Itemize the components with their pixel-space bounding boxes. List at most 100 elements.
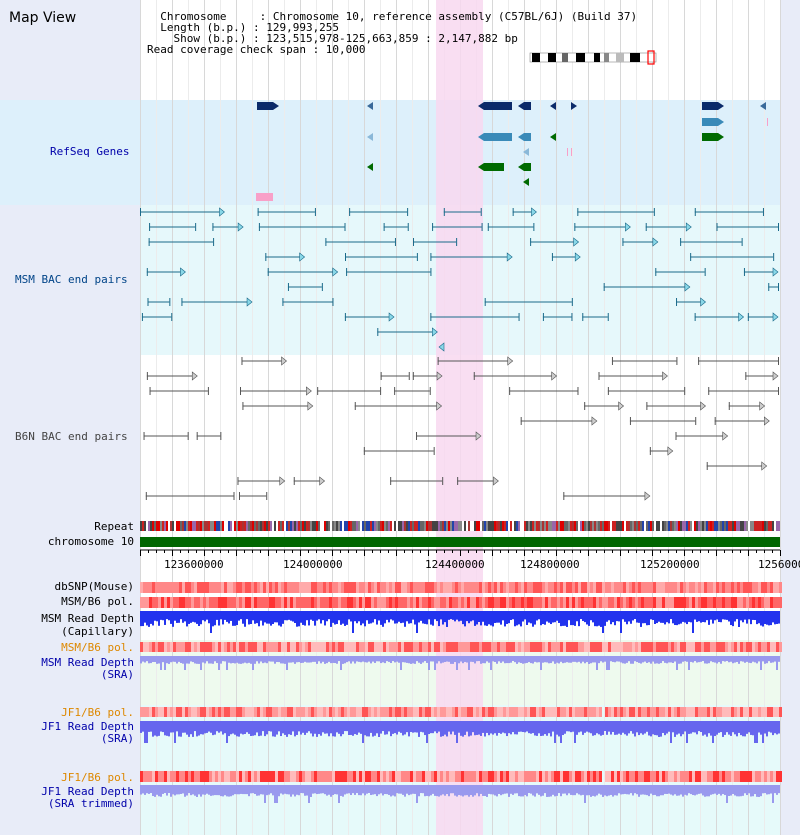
bac-end-pair[interactable] [317,387,382,395]
bac-end-pair[interactable] [349,208,409,216]
bac-end-pair[interactable] [140,207,225,217]
refseq-genes[interactable] [256,102,768,201]
bac-end-pair[interactable] [676,297,707,307]
bac-end-pair[interactable] [584,401,625,411]
bac-end-pair[interactable] [394,387,431,395]
bac-end-pair[interactable] [239,492,268,500]
bac-end-pair[interactable] [437,356,514,366]
bac-end-pair[interactable] [212,222,244,232]
bac-end-pair[interactable] [680,238,743,246]
bac-end-pair[interactable] [598,371,668,381]
bac-end-pair[interactable] [706,461,768,471]
bac-end-pair[interactable] [196,432,222,440]
bac-end-pair[interactable] [354,401,443,411]
bac-end-pair[interactable] [484,298,573,306]
bac-end-pair[interactable] [487,223,535,231]
bac-end-pair[interactable] [143,432,189,440]
bac-end-pair[interactable] [563,491,651,501]
bac-end-pair[interactable] [257,208,316,216]
gene[interactable] [702,133,724,141]
gene[interactable] [367,133,373,141]
bac-end-pair[interactable] [698,357,779,365]
bac-end-pair[interactable] [708,387,779,395]
gene[interactable] [523,178,529,186]
bac-end-pair[interactable] [146,267,186,277]
gene[interactable] [550,133,556,141]
gene[interactable] [523,148,529,156]
bac-end-pair[interactable] [607,387,686,395]
bac-end-pair[interactable] [282,298,334,306]
bac-end-pair[interactable] [293,476,326,486]
bac-end-pair[interactable] [241,356,288,366]
bac-end-pair[interactable] [509,387,579,395]
bac-end-pair[interactable] [611,357,678,365]
bac-end-pair[interactable] [146,371,198,381]
bac-end-pair[interactable] [363,447,435,455]
bac-end-pair[interactable] [649,446,674,456]
bac-end-pair[interactable] [380,372,410,380]
bac-end-pair[interactable] [745,371,779,381]
bac-end-pair[interactable] [377,327,438,337]
bac-end-pair[interactable] [512,207,537,217]
gene[interactable] [478,102,512,110]
bac-end-pair[interactable] [622,237,659,247]
bac-end-pair[interactable] [265,252,306,262]
bac-end-pair[interactable] [629,417,697,425]
bac-end-pair[interactable] [239,386,312,396]
bac-end-pair[interactable] [145,492,235,500]
gene[interactable] [478,133,512,141]
bac-end-arrow[interactable] [438,342,445,352]
bac-end-pair[interactable] [181,297,253,307]
bac-end-pair[interactable] [603,282,691,292]
bac-end-pair[interactable] [344,312,395,322]
bac-end-pair[interactable] [582,313,609,321]
bac-end-pair[interactable] [287,283,323,291]
bac-end-pair[interactable] [258,223,346,231]
bac-end-pair[interactable] [743,267,779,277]
bac-end-pair[interactable] [346,268,432,276]
gene[interactable] [478,163,504,171]
bac-end-pair[interactable] [141,313,173,321]
bac-end-pair[interactable] [694,312,745,322]
gene[interactable] [702,118,724,126]
bac-end-pair[interactable] [412,371,443,381]
b6n-bac-end-pairs[interactable] [143,356,779,501]
bac-end-pair[interactable] [530,237,580,247]
bac-end-pair[interactable] [728,401,766,411]
bac-end-pair[interactable] [149,223,197,231]
bac-end-pair[interactable] [694,208,764,216]
bac-end-pair[interactable] [520,416,598,426]
gene[interactable] [518,133,531,141]
gene[interactable] [571,102,577,110]
gene[interactable] [518,163,531,171]
bac-end-pair[interactable] [574,222,631,232]
bac-end-pair[interactable] [645,222,692,232]
bac-end-pair[interactable] [675,431,729,441]
bac-end-pair[interactable] [430,252,513,262]
bac-end-pair[interactable] [237,476,286,486]
bac-end-pair[interactable] [148,238,215,246]
gene[interactable] [550,102,556,110]
gene[interactable] [702,102,724,110]
bac-end-pair[interactable] [412,238,458,246]
bac-end-pair[interactable] [147,298,171,306]
bac-end-pair[interactable] [149,387,209,395]
bac-end-pair[interactable] [542,313,573,321]
bac-end-pair[interactable] [551,252,581,262]
bac-end-pair[interactable] [267,267,339,277]
chromosome-ideogram[interactable] [529,50,657,65]
bac-end-pair[interactable] [390,477,444,485]
bac-end-pair[interactable] [716,223,779,231]
bac-end-pair[interactable] [714,416,770,426]
bac-end-pair[interactable] [768,283,779,291]
msm-bac-end-pairs[interactable] [140,207,779,352]
bac-end-pair[interactable] [242,401,314,411]
bac-end-pair[interactable] [646,401,707,411]
bac-end-pair[interactable] [416,431,482,441]
gene[interactable] [518,102,531,110]
bac-end-pair[interactable] [457,476,499,486]
bac-end-pair[interactable] [473,371,558,381]
bac-end-pair[interactable] [577,208,655,216]
gene[interactable] [257,102,279,110]
